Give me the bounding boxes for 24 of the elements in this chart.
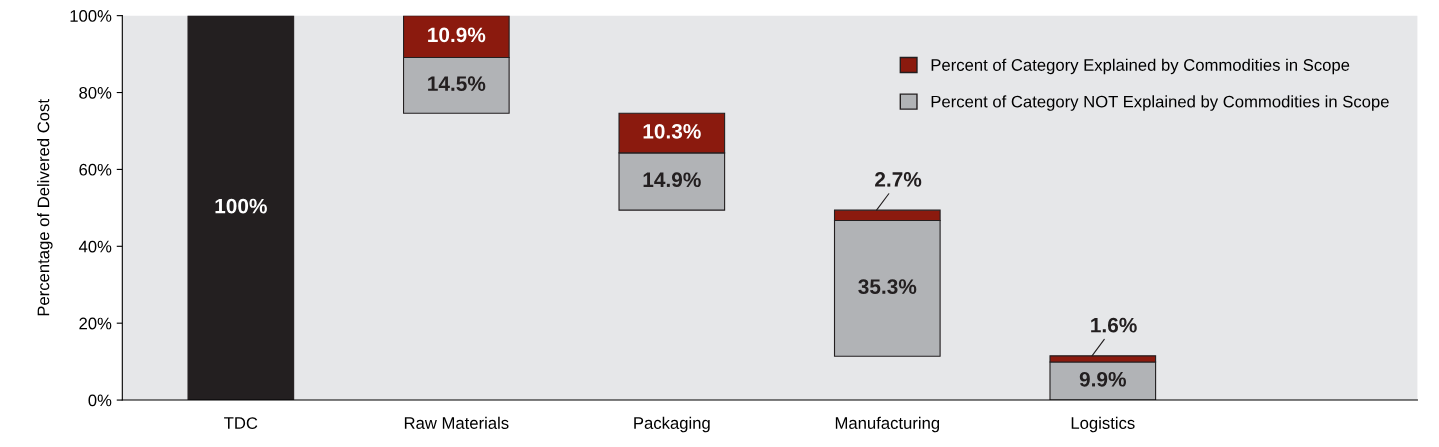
x-tick-label: TDC <box>224 417 258 429</box>
data-label: 100% <box>215 198 267 214</box>
y-tick-label: 40% <box>78 240 112 253</box>
x-tick-label: Packaging <box>634 416 710 433</box>
y-tick-label: 60% <box>79 163 112 176</box>
x-tick-label: Manufacturing <box>835 416 940 433</box>
y-tick-label: 100% <box>70 10 112 22</box>
data-label: 1.6% <box>1091 317 1137 333</box>
bar <box>187 15 295 401</box>
data-label: 14.5% <box>428 76 486 92</box>
data-label: 35.3% <box>858 279 917 295</box>
y-tick-label: 20% <box>79 317 112 330</box>
x-tick-label: Logistics <box>1071 416 1135 433</box>
legend-label: Percent of Category Explained by Commodities in Scope <box>931 58 1350 75</box>
legend-label: Percent of Category NOT Explained by Commodities in Scope <box>931 95 1389 111</box>
data-label: 14.9% <box>643 172 701 188</box>
data-label: 10.9% <box>428 27 486 43</box>
x-tick-label: Raw Materials <box>404 416 509 429</box>
y-tick-label: 80% <box>79 86 112 99</box>
y-axis-title: Percentage of Delivered Cost <box>37 99 53 316</box>
y-tick-label: 0% <box>88 394 112 407</box>
data-label: 2.7% <box>875 172 922 187</box>
data-label: 10.3% <box>643 123 701 139</box>
data-label: 9.9% <box>1079 371 1126 387</box>
